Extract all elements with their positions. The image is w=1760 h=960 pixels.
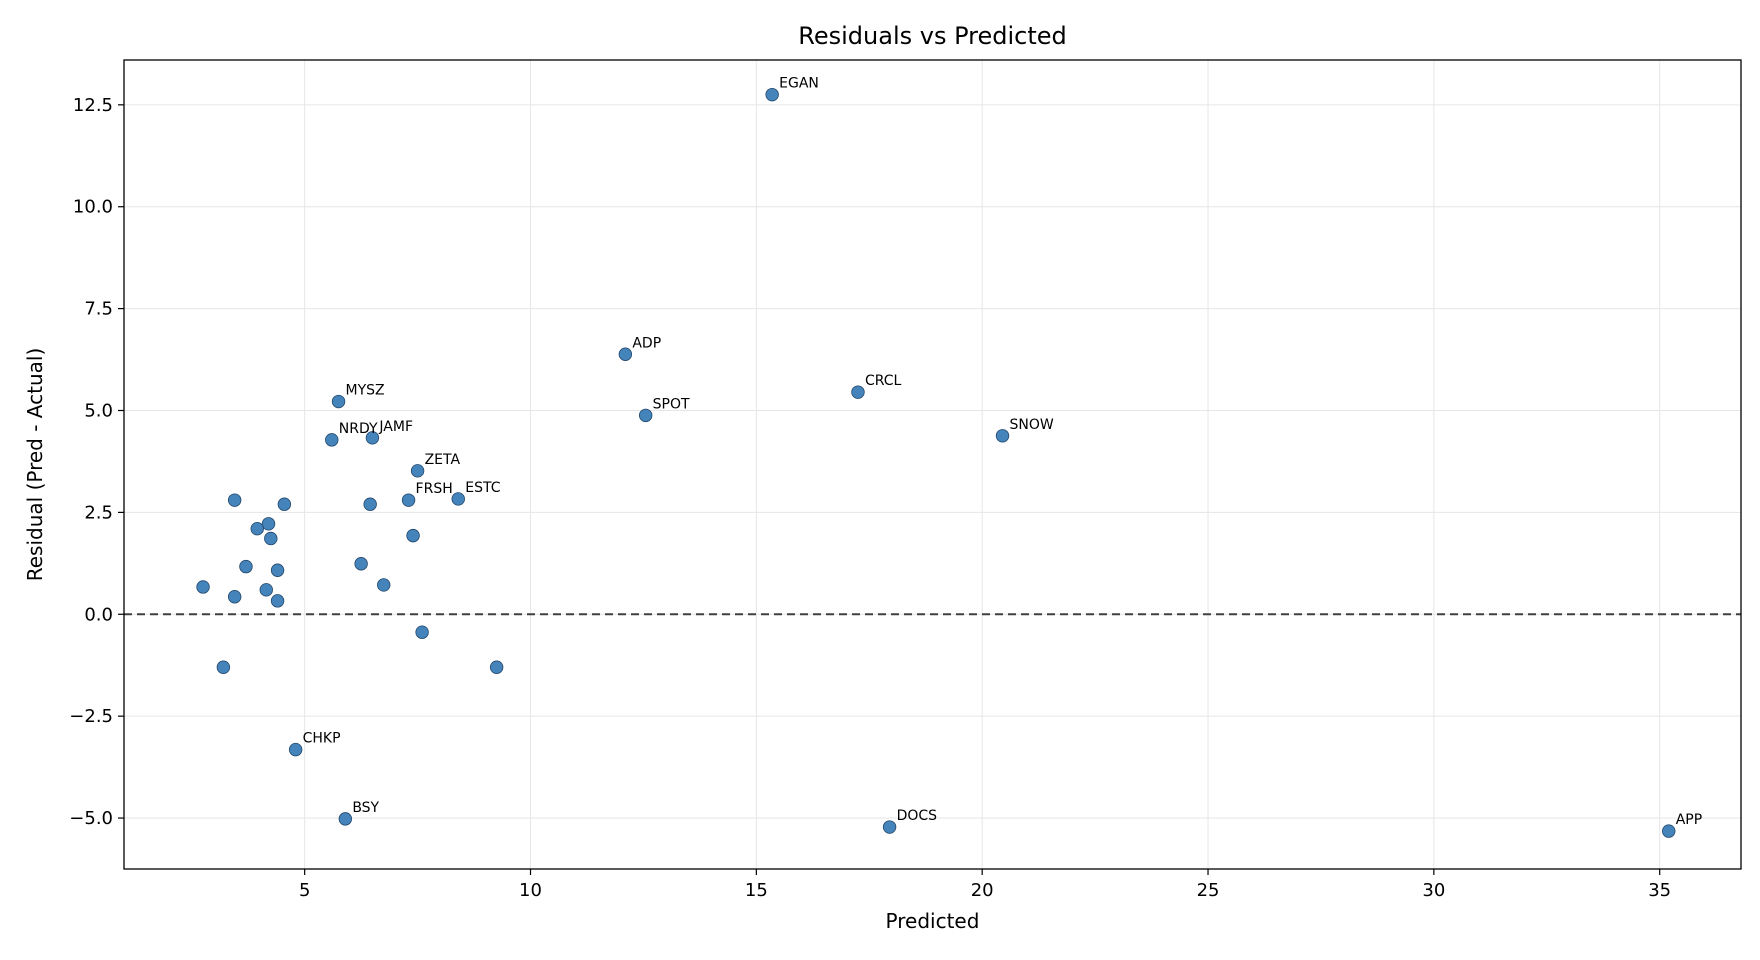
y-tick-label: 10.0 [73, 197, 113, 218]
chart-title: Residuals vs Predicted [798, 22, 1067, 50]
data-point [270, 594, 285, 608]
data-point [259, 583, 273, 597]
data-point [451, 492, 465, 506]
x-axis-ticks: 5 10 15 20 25 30 35 [299, 869, 1671, 901]
data-point [325, 433, 339, 447]
y-tick-label: 5.0 [84, 400, 113, 421]
data-point [196, 580, 210, 594]
x-tick-label: 10 [519, 880, 542, 901]
y-tick-label: −5.0 [69, 808, 113, 829]
x-tick-label: 20 [971, 880, 994, 901]
y-tick-label: 12.5 [73, 95, 113, 116]
y-tick-label: 0.0 [84, 604, 113, 625]
data-point [618, 347, 633, 361]
y-axis-title: Residual (Pred - Actual) [23, 348, 47, 582]
grid-lines [124, 60, 1741, 869]
point-labels: EGAN ADP CRCL SPOT SNOW MYSZ NRDY JAMF ZETA FRSH E… [303, 76, 1703, 828]
point-label: APP [1676, 812, 1702, 828]
x-axis-title: Predicted [886, 909, 980, 933]
x-tick-label: 5 [299, 880, 310, 901]
data-point [227, 493, 242, 507]
point-label: ESTC [465, 480, 500, 496]
data-points [196, 87, 1676, 838]
data-point [406, 528, 420, 543]
data-point [401, 493, 416, 507]
data-point [410, 464, 425, 478]
data-point [338, 812, 353, 826]
point-label: NRDY [339, 421, 378, 437]
data-point [250, 521, 264, 536]
x-tick-label: 25 [1197, 880, 1220, 901]
data-point [882, 820, 897, 834]
data-point [239, 559, 253, 574]
data-point [638, 408, 653, 423]
point-label: BSY [352, 800, 379, 816]
data-point [227, 590, 242, 604]
data-point [288, 742, 303, 757]
data-point [765, 87, 779, 102]
point-label: SPOT [653, 396, 690, 412]
data-point [261, 517, 276, 531]
data-point [264, 531, 278, 546]
plot-frame [123, 59, 1742, 870]
point-label: FRSH [416, 481, 453, 497]
x-tick-label: 35 [1648, 880, 1671, 901]
x-tick-label: 15 [745, 880, 768, 901]
data-point [363, 497, 377, 511]
point-label: CRCL [865, 373, 902, 389]
data-point [377, 578, 391, 592]
data-point [415, 625, 429, 639]
data-point [1662, 824, 1676, 838]
y-tick-label: 2.5 [84, 502, 113, 523]
point-label: CHKP [303, 731, 341, 747]
point-label: SNOW [1010, 417, 1054, 433]
y-tick-label: −2.5 [69, 706, 113, 727]
point-label: JAMF [378, 419, 413, 435]
data-point [331, 394, 346, 409]
y-axis-ticks: −5.0 −2.5 0.0 2.5 5.0 7.5 10.0 12.5 [69, 95, 124, 829]
x-tick-label: 30 [1422, 880, 1445, 901]
point-label: ADP [632, 335, 661, 351]
data-point [489, 660, 504, 674]
point-label: DOCS [897, 808, 938, 824]
data-point [851, 385, 865, 399]
data-point [270, 563, 285, 577]
data-point [216, 660, 231, 674]
point-label: EGAN [779, 76, 819, 92]
data-point [365, 431, 380, 445]
y-tick-label: 7.5 [84, 299, 113, 320]
point-label: MYSZ [346, 383, 385, 399]
data-point [277, 497, 292, 511]
data-point [995, 429, 1010, 443]
data-point [354, 557, 368, 571]
point-label: ZETA [425, 452, 461, 468]
